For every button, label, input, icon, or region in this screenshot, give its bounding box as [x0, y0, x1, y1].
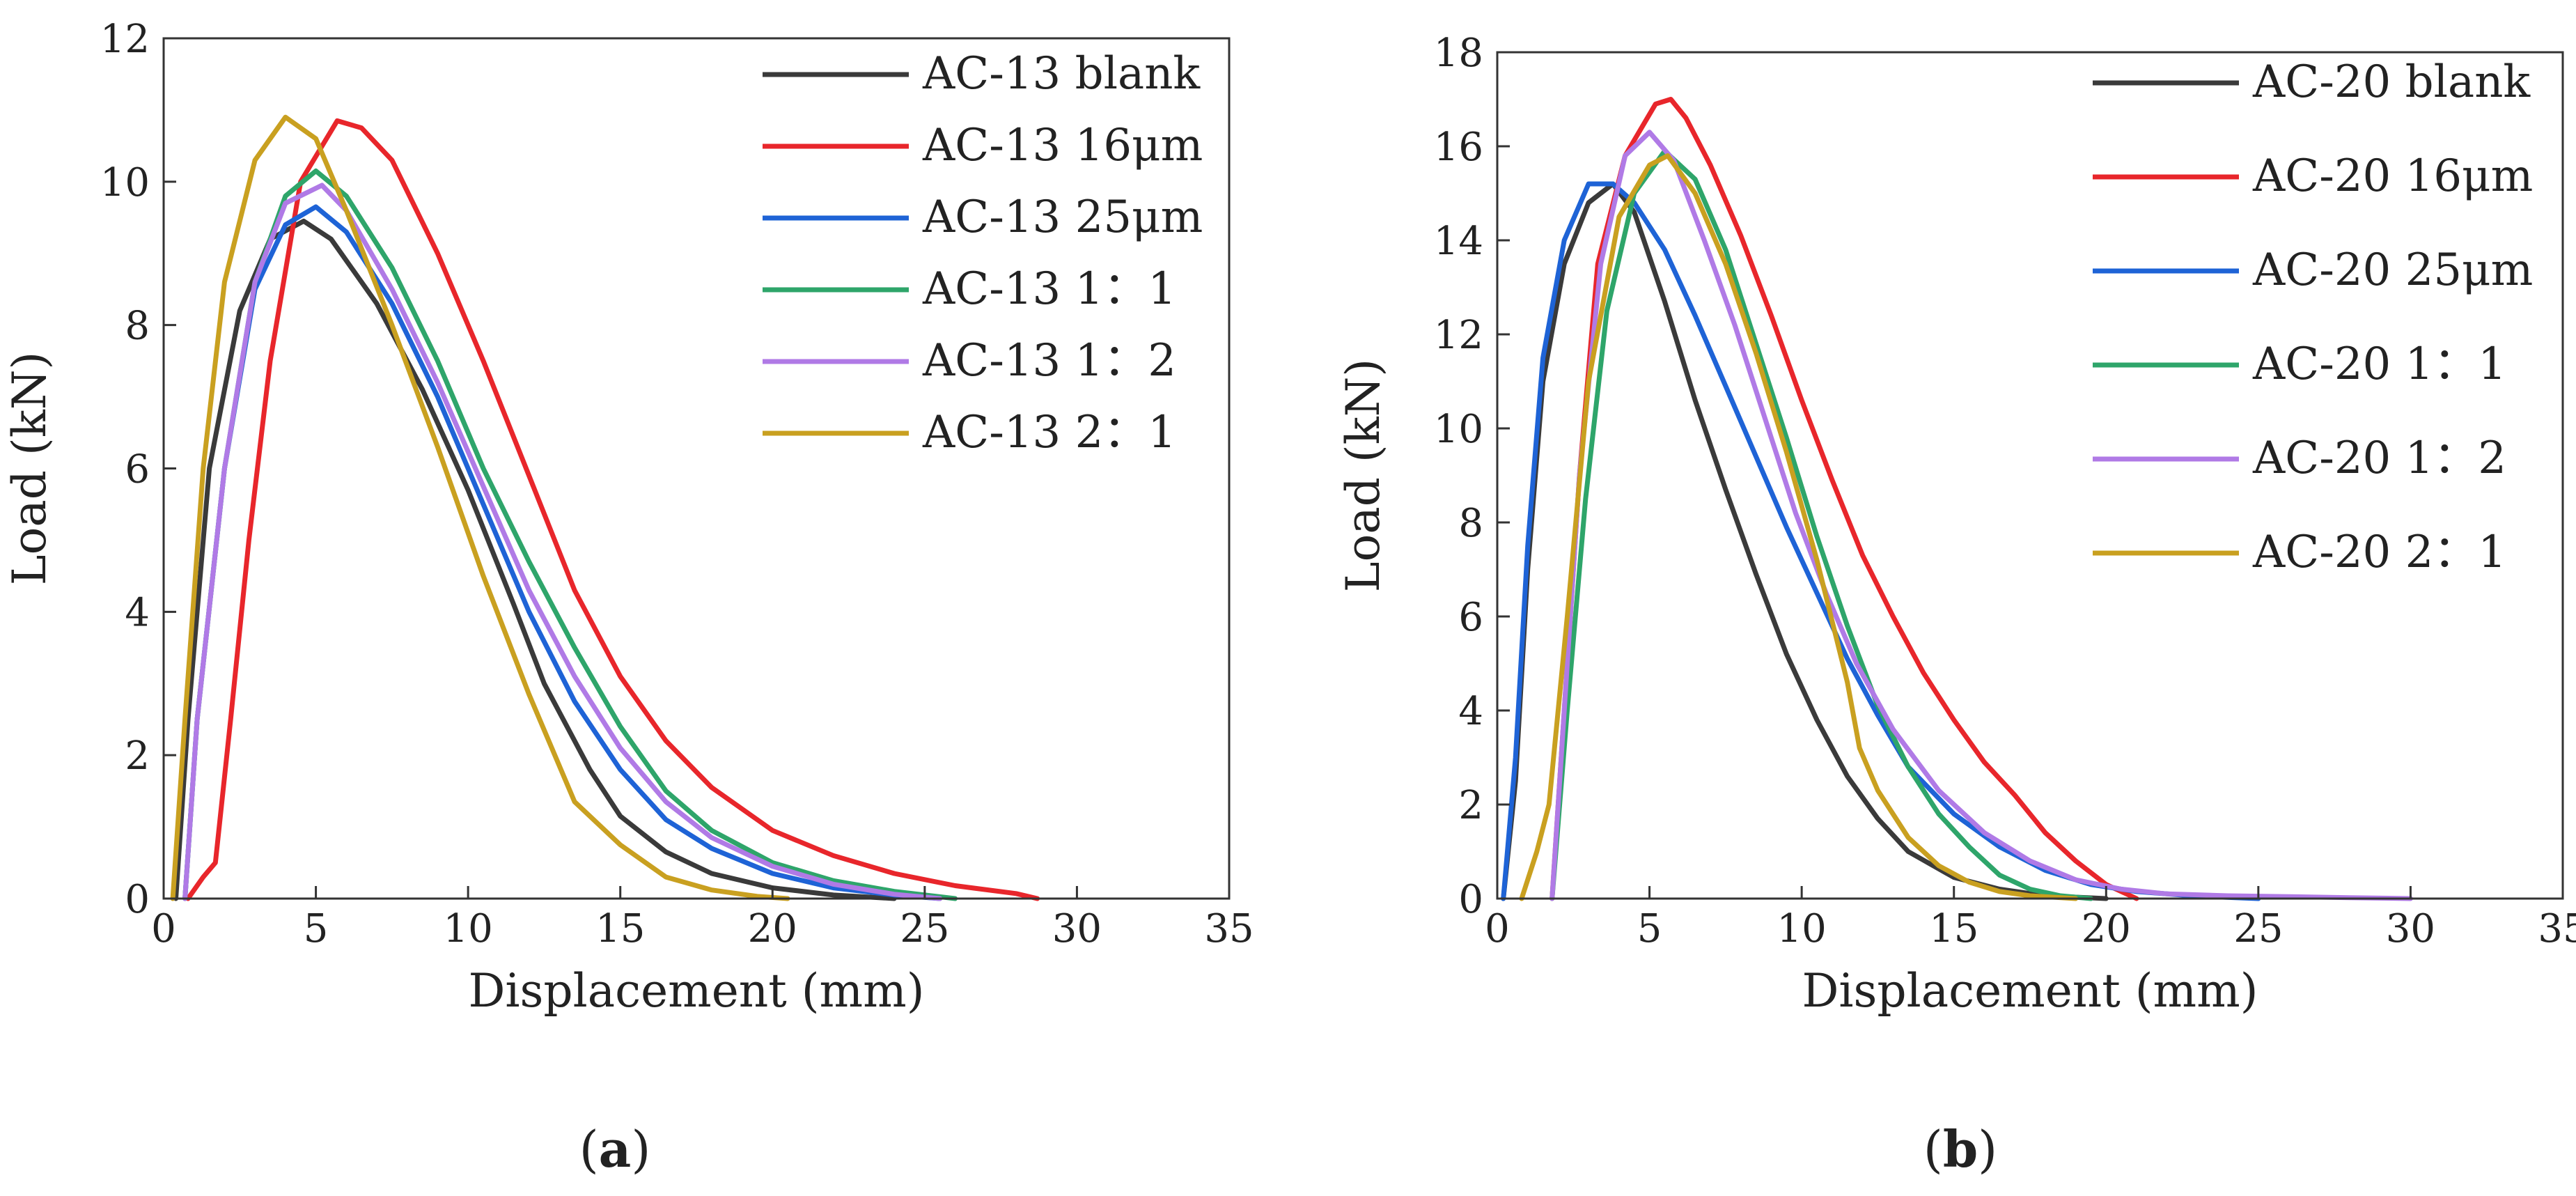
panel-a-y-tick-label-6: 6 [125, 447, 150, 492]
panel-b-series-line-2 [1549, 97, 2139, 901]
panel-a-y-axis-title: Load (kN) [3, 352, 56, 585]
panel-a-legend-label-3: AC-13 25μm [922, 192, 1203, 243]
panel-a-y-tick-label-0: 0 [125, 877, 150, 922]
panel-a-series-line-1 [173, 218, 897, 901]
panel-a-series-line-3 [182, 204, 943, 901]
panel-b-x-tick-label-20: 20 [2082, 906, 2131, 952]
panel-b-plot-frame [1496, 51, 2564, 900]
panel-b-legend-label-4: AC-20 1：1 [2252, 339, 2506, 390]
panel-b-series-line-1 [1501, 181, 2109, 901]
panel-b-legend-label-6: AC-20 2：1 [2252, 527, 2506, 578]
panel-a-x-tick-label-10: 10 [444, 906, 493, 952]
caption-b-letter: b [1943, 1119, 1978, 1179]
panel-a-legend-label-1: AC-13 blank [922, 48, 1201, 100]
panel-a-x-tick-label-20: 20 [748, 906, 797, 952]
panel-b-x-tick-label-10: 10 [1777, 906, 1827, 952]
panel-b-legend-label-5: AC-20 1：2 [2252, 433, 2506, 484]
panel-b-x-axis-title: Displacement (mm) [1802, 964, 2258, 1018]
panel-b-y-tick-label-18: 18 [1434, 31, 1483, 76]
panel-a-x-tick-label-35: 35 [1204, 906, 1254, 952]
panel-b-y-tick-label-8: 8 [1458, 501, 1483, 546]
panel-a-x-axis-title: Displacement (mm) [469, 964, 925, 1018]
panel-b-y-tick-label-12: 12 [1434, 313, 1483, 358]
panel-b-legend-label-3: AC-20 25μm [2252, 244, 2533, 296]
caption-b: (b) [1923, 1119, 1998, 1179]
panel-b-series-line-6 [1519, 153, 2079, 901]
panel-a-legend-label-6: AC-13 2：1 [922, 407, 1176, 458]
panel-b-y-tick-label-6: 6 [1458, 595, 1483, 640]
panel-b-x-tick-label-35: 35 [2538, 906, 2576, 952]
panel-b-y-tick-label-14: 14 [1434, 219, 1483, 264]
panel-b-y-tick-label-2: 2 [1458, 783, 1483, 828]
panel-a-x-tick-label-0: 0 [151, 906, 176, 952]
panel-a-x-tick-label-30: 30 [1052, 906, 1102, 952]
caption-a: (a) [579, 1119, 651, 1179]
panel-b-x-tick-label-5: 5 [1637, 906, 1662, 952]
panel-a-chart: 0 5 10 15 20 25 30 35 0 2 4 6 8 10 12 Displacement (mm)… [3, 17, 1254, 1018]
panel-a-x-tick-label-25: 25 [900, 906, 949, 952]
panel-b-y-tick-label-4: 4 [1458, 689, 1483, 734]
panel-a-y-tick-label-10: 10 [100, 160, 150, 205]
panel-a-legend-label-4: AC-13 1：1 [922, 263, 1176, 315]
panel-a-series-line-5 [182, 182, 943, 901]
panel-b-y-tick-label-16: 16 [1434, 125, 1483, 170]
panel-b-x-tick-label-15: 15 [1929, 906, 1978, 952]
panel-b-y-tick-label-0: 0 [1458, 877, 1483, 922]
panel-a-legend-label-2: AC-13 16μm [922, 120, 1203, 171]
panel-a-x-tick-label-15: 15 [595, 906, 645, 952]
panel-a-x-tick-label-5: 5 [304, 906, 329, 952]
panel-b-y-tick-label-10: 10 [1434, 407, 1483, 452]
panel-a-y-tick-label-2: 2 [125, 733, 150, 779]
panel-b-legend-label-2: AC-20 16μm [2252, 150, 2533, 202]
panel-a-y-tick-label-12: 12 [100, 17, 150, 62]
panel-b-x-tick-label-25: 25 [2233, 906, 2283, 952]
panel-b-series-line-5 [1549, 130, 2413, 901]
panel-b-x-tick-label-0: 0 [1485, 906, 1510, 952]
panel-a-series-line-2 [185, 118, 1040, 901]
panel-a-y-tick-label-8: 8 [125, 304, 150, 349]
caption-a-letter: a [599, 1119, 632, 1179]
panel-b-chart: 0 5 10 15 20 25 30 35 0 2 4 6 8 10 12 14 16 18 Displacemen… [1336, 31, 2576, 1018]
panel-b-x-tick-label-30: 30 [2386, 906, 2435, 952]
panel-a-series-line-6 [170, 114, 790, 901]
panel-a-y-tick-label-4: 4 [125, 590, 150, 635]
panel-b-series-line-4 [1549, 148, 2093, 901]
panel-b-y-axis-title: Load (kN) [1336, 359, 1390, 592]
panel-b-legend-label-1: AC-20 blank [2252, 56, 2531, 108]
panel-a-legend-label-5: AC-13 1：2 [922, 335, 1176, 387]
